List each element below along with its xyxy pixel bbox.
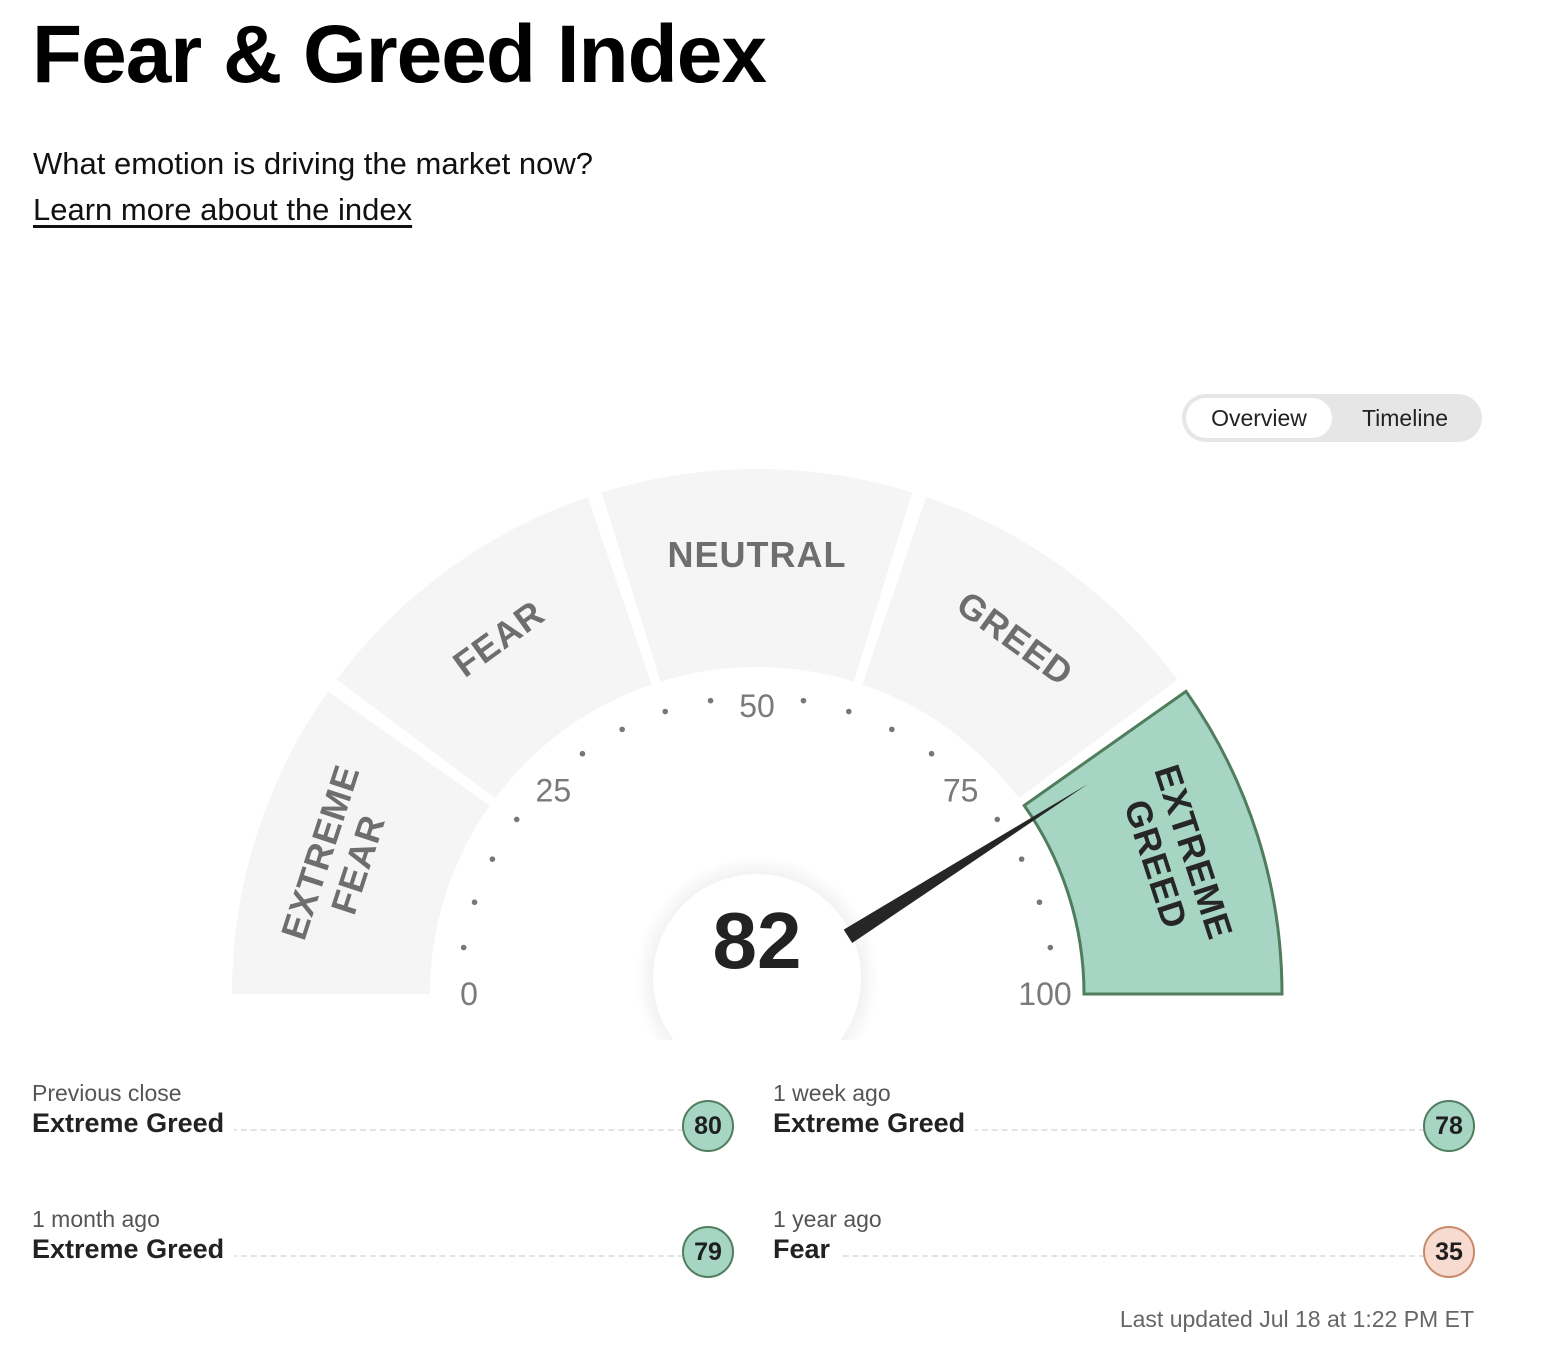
history-period: Previous close (32, 1080, 182, 1106)
scale-tick-dot (845, 708, 852, 715)
scale-tick-dot (707, 697, 714, 704)
history-rating: Extreme Greed (32, 1234, 235, 1265)
scale-tick-dot (579, 750, 586, 757)
view-toggle: Overview Timeline (1182, 394, 1482, 442)
scale-tick-dot (889, 726, 895, 733)
scale-tick-label: 50 (739, 688, 775, 724)
scale-tick-dot (994, 816, 1001, 823)
history-1-week-ago: 1 week ago Extreme Greed 78 (773, 1080, 1475, 1190)
leader-line (32, 1129, 694, 1131)
zone-extreme-fear (232, 691, 490, 994)
history-period: 1 year ago (773, 1206, 882, 1232)
scale-tick-dot (662, 708, 669, 715)
scale-tick-dot (471, 899, 478, 906)
last-updated: Last updated Jul 18 at 1:22 PM ET (1119, 1306, 1474, 1332)
history-1-month-ago: 1 month ago Extreme Greed 79 (32, 1206, 734, 1316)
scale-tick-label: 100 (1018, 976, 1071, 1012)
scale-tick-dot (1018, 856, 1025, 862)
timeline-tab[interactable]: Timeline (1361, 404, 1449, 431)
leader-line (773, 1129, 1435, 1131)
scale-tick-label: 0 (460, 976, 478, 1012)
gauge-value: 82 (713, 896, 802, 985)
leader-line (773, 1255, 1435, 1257)
zone-neutral (601, 468, 913, 682)
scale-tick-dot (460, 944, 467, 951)
overview-tab[interactable]: Overview (1186, 398, 1332, 438)
history-previous-close: Previous close Extreme Greed 80 (32, 1080, 734, 1190)
history-period: 1 month ago (32, 1206, 160, 1232)
history-rating: Fear (773, 1234, 841, 1265)
history-rating: Extreme Greed (773, 1108, 976, 1139)
gauge-needle (843, 783, 1088, 943)
scale-tick-dot (1047, 944, 1054, 951)
history-rating: Extreme Greed (32, 1108, 235, 1139)
history-period: 1 week ago (773, 1080, 891, 1106)
learn-more-link[interactable]: Learn more about the index (33, 192, 413, 227)
history-score-badge: 79 (682, 1226, 734, 1278)
zone-extreme-greed (1022, 689, 1284, 996)
zone-neutral-label: NEUTRAL (668, 534, 847, 575)
page-subtitle: What emotion is driving the market now? (33, 146, 593, 181)
scale-tick-label: 25 (536, 772, 572, 808)
fear-greed-gauge: EXTREMEFEARFEARNEUTRALGREEDEXTREMEGREED … (232, 468, 1284, 1040)
scale-tick-dot (513, 816, 520, 823)
scale-tick-label: 75 (943, 772, 979, 808)
history-score-badge: 78 (1423, 1100, 1475, 1152)
scale-tick-dot (489, 856, 496, 862)
scale-tick-dot (928, 750, 935, 757)
history-score-badge: 80 (682, 1100, 734, 1152)
history-score-badge: 35 (1423, 1226, 1475, 1278)
leader-line (32, 1255, 694, 1257)
zone-fear (336, 497, 652, 799)
page-title: Fear & Greed Index (32, 9, 767, 100)
scale-tick-dot (1036, 899, 1043, 906)
history-1-year-ago: 1 year ago Fear 35 (773, 1206, 1475, 1316)
gauge-hub (653, 874, 861, 1040)
scale-tick-dot (619, 726, 625, 733)
zone-label-line: NEUTRAL (668, 534, 847, 575)
scale-tick-dot (800, 697, 807, 704)
zone-greed (862, 497, 1178, 799)
